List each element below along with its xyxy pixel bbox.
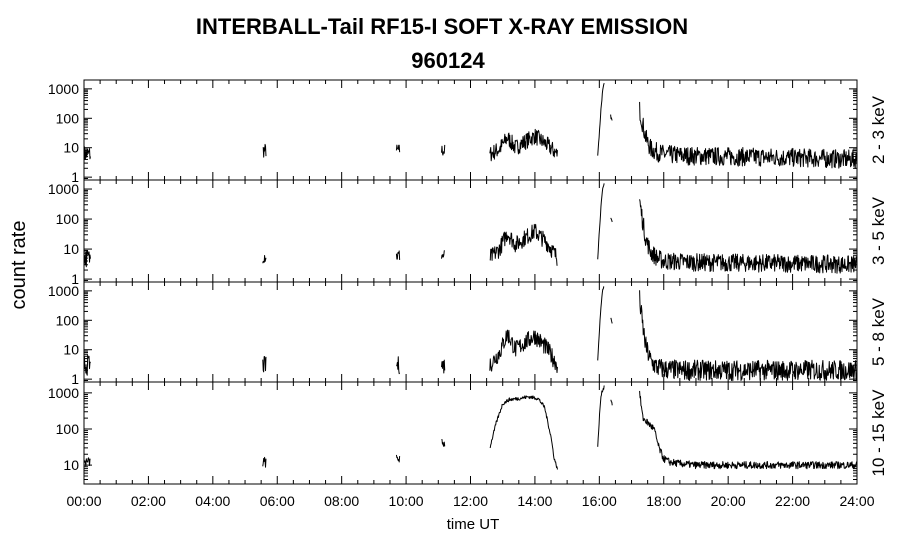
y-tick-label: 1000 (48, 81, 79, 97)
x-tick-label: 08:00 (324, 493, 359, 509)
y-tick-label: 100 (56, 421, 80, 437)
series-line (441, 250, 446, 259)
series-line (83, 457, 91, 467)
x-axis-ticks: 00:00 02:00 04:00 06:00 08:00 10:00 12:00 14:00… (66, 493, 874, 509)
y-tick-label: 1 (71, 271, 79, 287)
y-tick-label: 100 (56, 211, 80, 227)
series-line (639, 199, 858, 274)
series-line (395, 144, 401, 153)
panel-1: 1 10 100 1000 2 - 3 keV (48, 79, 888, 185)
channel-label: 3 - 5 keV (869, 196, 888, 265)
y-tick-label: 1000 (48, 283, 79, 299)
series-line (597, 385, 605, 447)
series-line (610, 317, 613, 324)
y-tick-label: 10 (63, 241, 79, 257)
x-tick-label: 22:00 (775, 493, 810, 509)
x-tick-label: 12:00 (453, 493, 488, 509)
series-line (489, 223, 558, 266)
series-line (83, 354, 91, 376)
x-tick-label: 16:00 (582, 493, 617, 509)
panel-frame (83, 79, 858, 181)
series-line (610, 217, 613, 223)
series-line (395, 454, 401, 463)
y-tick-label: 10 (63, 140, 79, 156)
series-line (83, 250, 91, 268)
series-line (396, 356, 401, 375)
series-line (639, 290, 858, 382)
series-line (395, 250, 401, 260)
panel-3: 1 10 100 1000 5 - 8 keV (48, 281, 888, 387)
series-line (639, 390, 858, 470)
y-tick-label: 1000 (48, 385, 79, 401)
series-line (441, 359, 446, 374)
x-tick-label: 02:00 (131, 493, 166, 509)
panel-4: 10 100 1000 10 - 15 keV (48, 381, 888, 485)
series-line (597, 183, 605, 260)
channel-label: 10 - 15 keV (869, 389, 888, 477)
chart-subtitle: 960124 (411, 48, 485, 73)
series-line (610, 399, 613, 406)
x-tick-label: 20:00 (711, 493, 746, 509)
series-line (610, 114, 613, 121)
series-line (441, 144, 446, 156)
series-line (83, 146, 91, 164)
channel-label: 5 - 8 keV (869, 297, 888, 366)
x-tick-label: 00:00 (66, 493, 101, 509)
series-line (597, 286, 605, 361)
channel-label: 2 - 3 keV (869, 95, 888, 164)
panel-2: 1 10 100 1000 3 - 5 keV (48, 179, 888, 287)
y-tick-label: 10 (63, 342, 79, 358)
series-line (597, 83, 605, 156)
series-line (639, 101, 858, 170)
series-line (441, 439, 446, 447)
series-line (262, 456, 267, 468)
x-axis-label: time UT (447, 516, 500, 533)
x-tick-label: 06:00 (260, 493, 295, 509)
x-tick-label: 24:00 (839, 493, 874, 509)
y-tick-label: 10 (63, 457, 79, 473)
chart-title: INTERBALL-Tail RF15-I SOFT X-RAY EMISSIO… (196, 14, 688, 39)
x-tick-label: 18:00 (646, 493, 681, 509)
series-line (262, 143, 267, 158)
y-tick-label: 1 (71, 169, 79, 185)
y-tick-label: 1 (71, 371, 79, 387)
y-axis-label: count rate (8, 221, 30, 310)
series-line (489, 329, 558, 374)
x-tick-label: 14:00 (517, 493, 552, 509)
series-line (262, 254, 267, 264)
panel-frame (83, 179, 858, 283)
series-line (489, 128, 558, 162)
y-tick-label: 100 (56, 312, 80, 328)
y-tick-label: 100 (56, 110, 80, 126)
y-tick-label: 1000 (48, 181, 79, 197)
series-line (489, 395, 558, 470)
x-tick-label: 10:00 (389, 493, 424, 509)
panel-frame (83, 381, 858, 485)
series-line (262, 356, 267, 373)
x-tick-label: 04:00 (195, 493, 230, 509)
